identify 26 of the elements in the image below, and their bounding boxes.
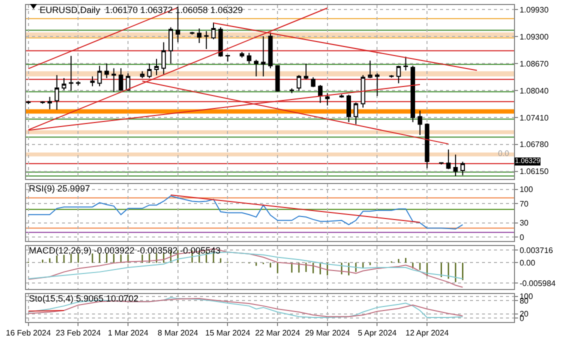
y-tick-label: 1.09930 <box>520 6 550 14</box>
x-tick-label: 1 Mar 2024 <box>108 328 149 338</box>
y-tick-label: 1.06150 <box>520 167 550 176</box>
y-tick-label: 30 <box>520 218 530 228</box>
y-tick-label: 1.08670 <box>520 59 550 68</box>
x-tick-label: 23 Feb 2024 <box>56 328 102 338</box>
y-tick-label: 1.08040 <box>520 86 550 96</box>
y-tick-label: 1.07410 <box>520 113 550 122</box>
x-tick-label: 16 Feb 2024 <box>6 328 52 338</box>
y-tick-label: -0.005984 <box>520 278 556 288</box>
y-tick-label: 0.003716 <box>520 246 554 255</box>
x-tick-label: 22 Mar 2024 <box>255 328 301 338</box>
chart-title: Sto(15,5,4) 5.9065 10.0702 <box>28 293 139 304</box>
y-tick-label: 1.06780 <box>520 140 550 150</box>
x-tick-label: 8 Mar 2024 <box>158 328 199 338</box>
y-tick-label: 1.09300 <box>520 32 550 42</box>
chart-title: EURUSD,Daily 1.06170 1.06372 1.06058 1.06329 <box>40 5 243 16</box>
x-tick-label: 15 Mar 2024 <box>205 328 251 338</box>
y-tick-label: 100 <box>520 185 534 194</box>
x-tick-label: 29 Mar 2024 <box>304 328 350 338</box>
x-tick-label: 5 Apr 2024 <box>358 328 398 338</box>
y-tick-label: 0.00 <box>520 258 536 268</box>
x-tick-label: 12 Apr 2024 <box>406 328 450 338</box>
chart-title: RSI(9) 25.9997 <box>28 184 90 194</box>
y-tick-label: 0 <box>520 232 525 242</box>
y-tick-label: 70 <box>520 199 530 208</box>
